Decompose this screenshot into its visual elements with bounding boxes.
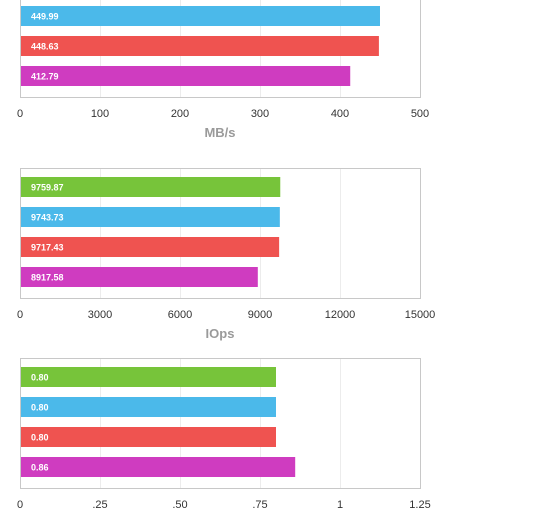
bar [21, 367, 276, 387]
x-tick-label: 0 [17, 309, 23, 321]
bar-value-label: 0.80 [31, 403, 49, 413]
bar [21, 267, 258, 287]
x-tick-label: 0 [17, 499, 23, 511]
x-axis-title: IOps [206, 326, 235, 341]
bar [21, 237, 280, 257]
x-tick-label: 500 [411, 108, 429, 120]
x-tick-label: 300 [251, 108, 269, 120]
bar-value-label: 9717.43 [31, 243, 64, 253]
x-tick-label: 3000 [88, 309, 112, 321]
x-tick-label: .75 [252, 499, 267, 511]
bar [21, 36, 379, 56]
x-axis-title: MB/s [204, 125, 235, 140]
bar-value-label: 9759.87 [31, 183, 64, 193]
bar-value-label: 449.99 [31, 12, 59, 22]
bar [21, 66, 351, 86]
x-tick-label: 9000 [248, 309, 272, 321]
bar-value-label: 9743.73 [31, 213, 64, 223]
bar [21, 457, 296, 477]
x-tick-label: .50 [172, 499, 187, 511]
x-tick-label: 12000 [325, 309, 356, 321]
bar-value-label: 0.80 [31, 433, 49, 443]
x-tick-label: .25 [92, 499, 107, 511]
bar-value-label: 0.80 [31, 373, 49, 383]
bar [21, 207, 280, 227]
x-tick-label: 0 [17, 108, 23, 120]
bar-value-label: 0.86 [31, 463, 49, 473]
x-tick-label: 1 [337, 499, 343, 511]
x-tick-label: 100 [91, 108, 109, 120]
bar [21, 6, 380, 26]
x-tick-label: 200 [171, 108, 189, 120]
bar [21, 177, 281, 197]
bar-chart-2: 9759.87 9743.73 9717.43 8917.58 0 3000 6000 900… [17, 168, 436, 341]
x-tick-label: 400 [331, 108, 349, 120]
x-tick-label: 6000 [168, 309, 192, 321]
x-tick-label: 15000 [405, 309, 436, 321]
bar-value-label: 448.63 [31, 42, 59, 52]
x-tick-label: 1.25 [409, 499, 430, 511]
bar [21, 427, 276, 447]
bar [21, 397, 276, 417]
bar-value-label: 412.79 [31, 72, 59, 82]
bar-chart-1: 450.74449.99448.63412.790100200300400500… [17, 0, 429, 140]
bar-value-label: 8917.58 [31, 273, 64, 283]
bar-chart-3: 0.80 0.80 0.80 0.86 0 .25 .50 .75 1 1.25 [17, 358, 431, 511]
